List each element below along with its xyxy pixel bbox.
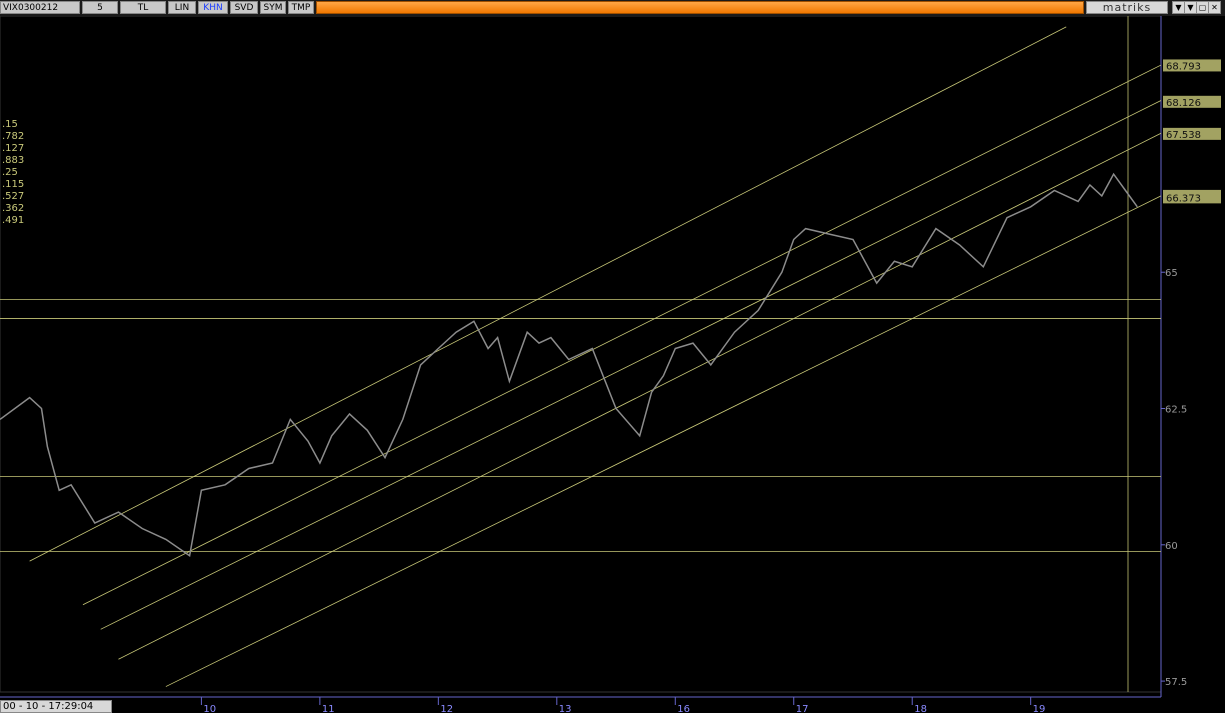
x-tick-label: 11 (322, 704, 335, 713)
svd-button[interactable]: SVD (230, 1, 258, 14)
legend-value: .115 (2, 179, 24, 190)
legend-value: .782 (2, 131, 24, 142)
sym-button[interactable]: SYM (260, 1, 286, 14)
channel-line (100, 100, 1162, 630)
y-tick-label: 62.5 (1165, 405, 1187, 416)
khn-button[interactable]: KHN (198, 1, 228, 14)
brand-logo: matriks (1086, 1, 1168, 14)
x-tick-label: 10 (203, 704, 216, 713)
toolbar: VIX0300212 5 TL LIN KHN SVD SYM TMP matr… (0, 0, 1225, 16)
dropdown-icon[interactable]: ▼ (1172, 1, 1185, 14)
current-price-label: 66.373 (1166, 193, 1201, 204)
channel-value-box (1163, 95, 1221, 108)
x-tick-label: 17 (796, 704, 809, 713)
close-icon[interactable]: ✕ (1208, 1, 1221, 14)
x-tick-label: 18 (914, 704, 927, 713)
x-tick-label: 16 (677, 704, 690, 713)
channel-value-box (1163, 127, 1221, 140)
legend-value: .883 (2, 155, 24, 166)
x-tick-label: 13 (559, 704, 572, 713)
legend-value: .362 (2, 203, 24, 214)
y-tick-label: 60 (1165, 541, 1178, 552)
legend-value: .491 (2, 215, 24, 226)
y-tick-label: 65 (1165, 268, 1178, 279)
x-tick-label: 19 (1033, 704, 1046, 713)
legend-value: .127 (2, 143, 24, 154)
current-price-box (1163, 191, 1221, 204)
period-field[interactable]: 5 (82, 1, 118, 14)
channel-line (118, 132, 1162, 660)
tmp-button[interactable]: TMP (288, 1, 314, 14)
tl-button[interactable]: TL (120, 1, 166, 14)
title-bar (316, 1, 1084, 14)
channel-line (29, 26, 1067, 562)
symbol-field[interactable]: VIX0300212 (0, 1, 80, 14)
x-tick-label: 12 (440, 704, 453, 713)
channel-value-label: 68.126 (1166, 98, 1201, 109)
channel-line (82, 64, 1162, 606)
legend-value: .25 (2, 167, 18, 178)
channel-value-label: 67.538 (1166, 130, 1201, 141)
lin-button[interactable]: LIN (168, 1, 196, 14)
channel-value-label: 68.793 (1166, 61, 1201, 72)
legend-value: .527 (2, 191, 24, 202)
channel-line (165, 195, 1162, 687)
price-series-line (0, 172, 1138, 557)
channel-value-box (1163, 59, 1221, 72)
datetime-readout: 00 - 10 - 17:29:04 (0, 700, 112, 713)
y-tick-label: 57.5 (1165, 677, 1187, 688)
legend-value: .15 (2, 119, 18, 130)
